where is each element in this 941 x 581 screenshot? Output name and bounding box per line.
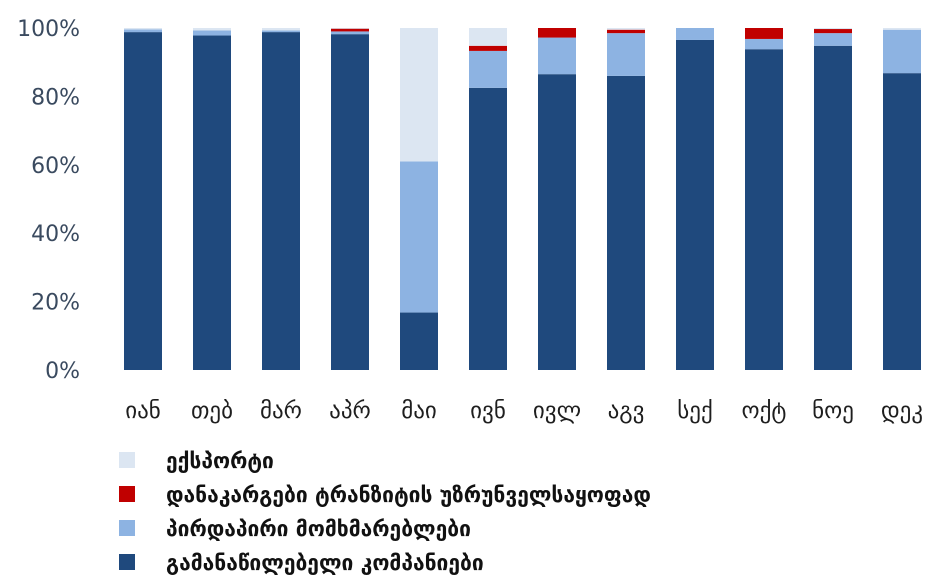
bar-segment xyxy=(400,312,438,370)
y-axis: 0% 20% 40% 60% 80% 100% xyxy=(17,17,80,384)
bar-stack xyxy=(883,28,921,371)
x-category-label: მარ xyxy=(260,398,302,424)
bar-stack xyxy=(262,28,300,370)
y-tick-label: 60% xyxy=(31,154,80,179)
y-tick-label: 100% xyxy=(17,17,80,42)
bar-segment xyxy=(124,29,162,33)
x-axis: იან თებ მარ აპრ მაი ივნ ივლ აგვ სექ ოქტ ნოე დეკ xyxy=(125,398,923,424)
bar-segment xyxy=(883,28,921,30)
bar-segment xyxy=(607,75,645,370)
bar-segment xyxy=(193,35,231,371)
x-category-label: დეკ xyxy=(881,398,923,424)
legend-label: დანაკარგები ტრანზიტის უზრუნველსაყოფად xyxy=(166,483,651,507)
y-tick-label: 0% xyxy=(45,359,80,384)
bars xyxy=(124,28,921,371)
x-category-label: ოქტ xyxy=(742,398,787,424)
bar-stack xyxy=(676,28,714,370)
bar-stack xyxy=(607,28,645,370)
bar-segment xyxy=(607,28,645,30)
x-category-label: ნოე xyxy=(812,398,854,424)
bar-stack xyxy=(745,28,783,370)
bar-segment xyxy=(745,49,783,370)
x-category-label: აგვ xyxy=(608,398,645,424)
bar-segment xyxy=(400,161,438,313)
bar-segment xyxy=(538,28,576,38)
bar-segment xyxy=(331,31,369,35)
bar-segment xyxy=(676,39,714,370)
bar-segment xyxy=(814,29,852,34)
bar-stack xyxy=(814,28,852,371)
legend-label: პირდაპირი მომხმარებლები xyxy=(166,517,471,541)
bar-segment xyxy=(469,50,507,88)
bar-segment xyxy=(124,32,162,370)
bar-segment xyxy=(607,33,645,76)
bar-segment xyxy=(814,45,852,371)
bar-segment xyxy=(262,28,300,31)
bar-segment xyxy=(469,45,507,51)
legend-label: გამანაწილებელი კომპანიები xyxy=(166,551,484,575)
x-category-label: მაი xyxy=(401,398,437,424)
x-category-label: თებ xyxy=(191,398,233,424)
legend-label: ექსპორტი xyxy=(166,449,274,473)
legend-item: პირდაპირი მომხმარებლები xyxy=(119,517,471,541)
bar-stack xyxy=(124,28,162,370)
bar-segment xyxy=(538,37,576,75)
bar-segment xyxy=(124,28,162,30)
bar-stack xyxy=(400,28,438,370)
bar-segment xyxy=(193,30,231,36)
bar-segment xyxy=(331,34,369,370)
bar-segment xyxy=(331,28,369,29)
y-tick-label: 20% xyxy=(31,291,80,316)
bar-stack xyxy=(469,28,507,370)
legend-swatch xyxy=(119,452,135,468)
y-tick-label: 40% xyxy=(31,222,80,247)
y-tick-label: 80% xyxy=(31,85,80,110)
bar-segment xyxy=(745,28,783,39)
bar-segment xyxy=(538,74,576,371)
bar-segment xyxy=(193,28,231,31)
bar-segment xyxy=(883,73,921,371)
legend-swatch xyxy=(119,554,135,570)
bar-segment xyxy=(814,28,852,30)
x-category-label: ივნ xyxy=(470,398,506,424)
x-category-label: სექ xyxy=(677,398,713,424)
bar-segment xyxy=(400,28,438,162)
x-category-label: აპრ xyxy=(329,398,371,424)
bar-segment xyxy=(745,38,783,50)
legend-swatch xyxy=(119,486,135,502)
bar-segment xyxy=(262,32,300,370)
legend-item: დანაკარგები ტრანზიტის უზრუნველსაყოფად xyxy=(119,483,651,507)
legend: ექსპორტი დანაკარგები ტრანზიტის უზრუნველსა… xyxy=(119,449,651,575)
legend-item: გამანაწილებელი კომპანიები xyxy=(119,551,484,575)
legend-swatch xyxy=(119,520,135,536)
bar-segment xyxy=(676,28,714,40)
bar-segment xyxy=(883,29,921,74)
bar-segment xyxy=(262,30,300,33)
legend-item: ექსპორტი xyxy=(119,449,274,473)
bar-segment xyxy=(469,28,507,46)
bar-stack xyxy=(538,28,576,371)
x-category-label: ივლ xyxy=(533,398,581,424)
bar-segment xyxy=(331,28,369,32)
bar-stack xyxy=(331,28,369,370)
bar-segment xyxy=(814,33,852,46)
bar-segment xyxy=(469,87,507,370)
bar-stack xyxy=(193,28,231,371)
bar-segment xyxy=(607,29,645,34)
x-category-label: იან xyxy=(125,398,161,424)
